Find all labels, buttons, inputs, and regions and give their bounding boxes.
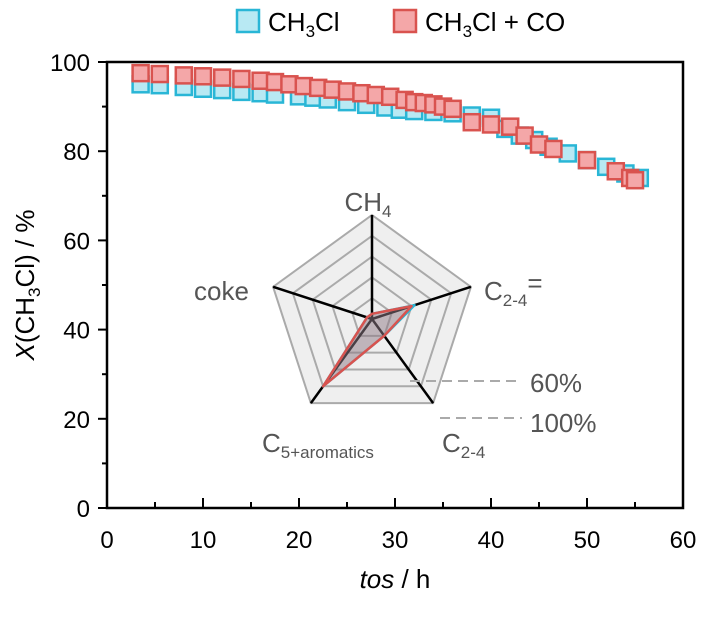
- radar-label-ch4: CH4: [344, 187, 391, 221]
- radar-ring: [311, 255, 433, 371]
- radar-spoke: [309, 318, 374, 404]
- radar-label-c5-aromatics: C5+aromatics: [262, 428, 374, 462]
- y-tick-label: 40: [63, 318, 90, 345]
- radar-labels: CH4 C2-4= C2-4 C5+aromatics coke 60% 100…: [194, 187, 597, 462]
- y-tick-label: 0: [77, 496, 90, 523]
- data-point-series-1: [212, 68, 232, 87]
- x-tick-label: 30: [382, 527, 409, 554]
- radar-ring: [271, 213, 473, 405]
- x-tick-label: 20: [286, 527, 313, 554]
- radar-ring-label-100: 100%: [530, 408, 597, 438]
- data-point-series-1: [131, 63, 150, 83]
- legend-label-ch3cl: CH3Cl: [268, 7, 340, 41]
- radar-series-1: [321, 304, 413, 388]
- x-tick-label: 50: [574, 527, 601, 554]
- x-tick-label: 60: [670, 527, 697, 554]
- data-point-series-1: [150, 64, 170, 84]
- data-point-series-1: [174, 66, 194, 85]
- legend: CH3Cl CH3Cl + CO: [235, 7, 565, 41]
- legend-label-ch3cl-co: CH3Cl + CO: [425, 7, 565, 41]
- radar-spoke: [371, 285, 472, 321]
- radar-label-coke: coke: [194, 276, 249, 306]
- radar-label-c24: C2-4: [442, 428, 485, 462]
- legend-marker-ch3cl-co: [392, 8, 418, 34]
- radar-spoke: [272, 285, 373, 321]
- data-point-series-1: [193, 67, 213, 86]
- y-tick-label: 60: [63, 228, 90, 255]
- x-axis-label: tos / h: [360, 564, 431, 594]
- data-point-series-1: [625, 170, 645, 190]
- y-tick-label: 100: [50, 50, 90, 77]
- x-tick-label: 10: [190, 527, 217, 554]
- legend-marker-ch3cl: [235, 8, 261, 34]
- data-points: [131, 63, 650, 190]
- radar-label-c24-olefins: C2-4=: [484, 268, 543, 310]
- radar-ring: [291, 234, 453, 388]
- data-point-series-1: [232, 69, 251, 89]
- data-point-series-1: [443, 99, 462, 119]
- y-axis: 0 20 40 60 80 100: [50, 50, 107, 523]
- x-tick-label: 40: [478, 527, 505, 554]
- y-axis-label: X(CH3Cl) / %: [10, 209, 44, 361]
- data-point-series-1: [544, 139, 563, 159]
- data-point-series-1: [462, 112, 482, 132]
- y-tick-label: 80: [63, 139, 90, 166]
- radar-inset: [271, 213, 473, 405]
- radar-ring: [331, 276, 413, 354]
- y-tick-label: 20: [63, 407, 90, 434]
- x-axis: 0 10 20 30 40 50 60: [100, 498, 696, 554]
- x-tick-label: 0: [100, 527, 113, 554]
- data-point-series-1: [481, 115, 501, 134]
- radar-spoke: [370, 318, 435, 404]
- radar-ring-label-60: 60%: [530, 368, 582, 398]
- data-point-series-1: [577, 150, 597, 170]
